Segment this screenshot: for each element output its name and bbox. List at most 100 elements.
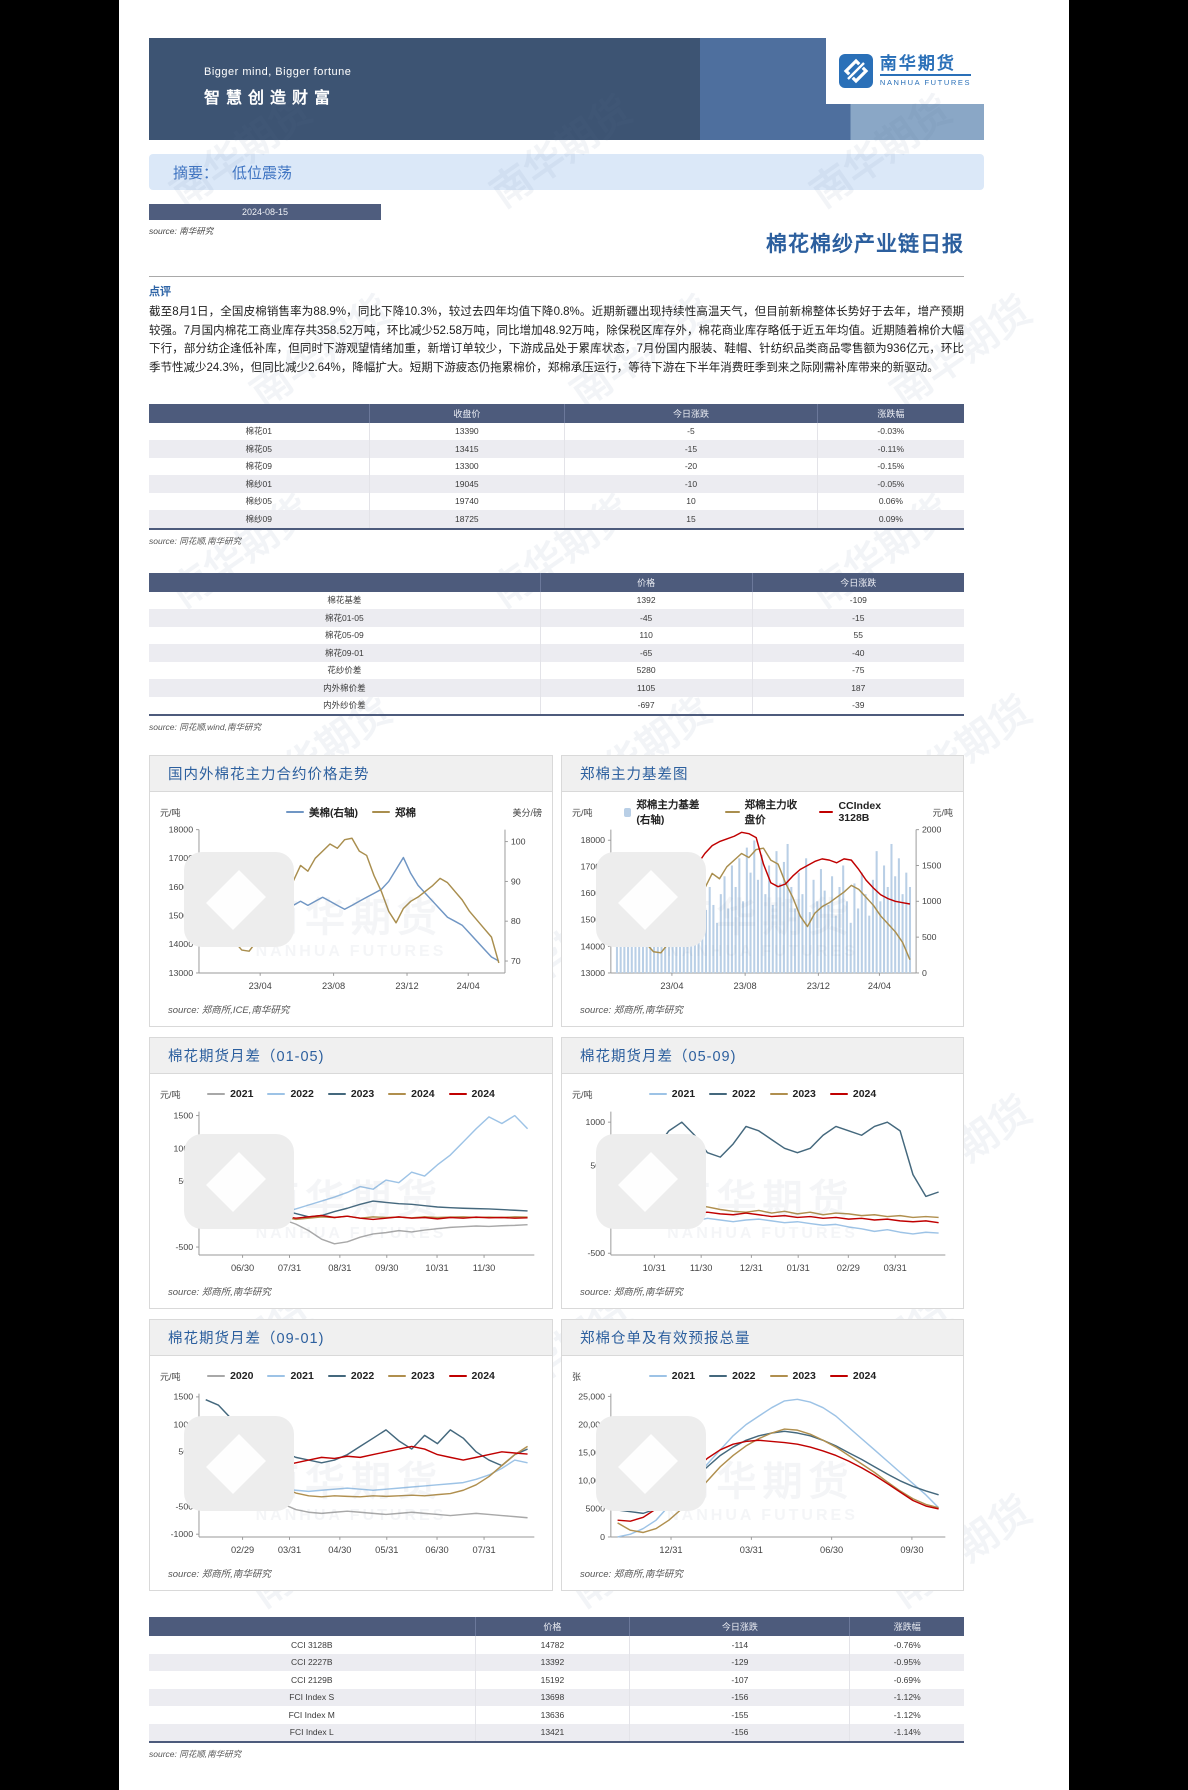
svg-text:08/31: 08/31 bbox=[328, 1263, 351, 1273]
svg-text:15,000: 15,000 bbox=[578, 1448, 605, 1458]
svg-text:09/30: 09/30 bbox=[900, 1545, 923, 1555]
table-cell: -0.95% bbox=[849, 1653, 964, 1671]
table-cell: -0.15% bbox=[877, 461, 905, 472]
svg-text:24/04: 24/04 bbox=[868, 981, 891, 991]
svg-text:0: 0 bbox=[922, 968, 927, 978]
table-cell: 13415 bbox=[369, 440, 566, 458]
legend-item: 2023 bbox=[327, 1088, 375, 1100]
legend-swatch bbox=[327, 1374, 346, 1378]
legend-item: 郑棉 bbox=[372, 805, 416, 820]
legend-item: 2023 bbox=[769, 1370, 816, 1382]
legend-label: 2022 bbox=[290, 1088, 314, 1100]
table-header-cell: 价格 bbox=[540, 572, 753, 592]
svg-text:-500: -500 bbox=[176, 1502, 194, 1512]
table-header-cell: 涨跌幅 bbox=[817, 403, 964, 423]
legend-item: 2021 bbox=[267, 1370, 314, 1382]
table-cell: 棉花基差 bbox=[149, 591, 541, 609]
table-header-cell: 价格 bbox=[475, 1617, 631, 1636]
legend-item: 2023 bbox=[769, 1088, 816, 1100]
svg-text:06/30: 06/30 bbox=[820, 1545, 843, 1555]
legend-label: 2022 bbox=[350, 1370, 375, 1382]
legend-item: 2024 bbox=[829, 1370, 876, 1382]
table-cell: 13300 bbox=[369, 457, 566, 475]
table-row: 棉花05-09 110 55 bbox=[149, 626, 964, 644]
legend-label: 2023 bbox=[350, 1088, 375, 1100]
table-cell: 13390 bbox=[369, 422, 566, 440]
table-cell: 19045 bbox=[369, 475, 566, 493]
table-cell: -15 bbox=[752, 609, 964, 627]
table-cell: 5280 bbox=[540, 661, 753, 679]
chart-legend: 2021 2022 2023 2024 bbox=[624, 1088, 901, 1100]
svg-text:1000: 1000 bbox=[174, 1419, 194, 1429]
svg-text:13000: 13000 bbox=[581, 968, 606, 978]
legend-label: 郑棉 bbox=[395, 806, 416, 819]
svg-text:2000: 2000 bbox=[922, 825, 942, 835]
legend-swatch bbox=[372, 810, 390, 814]
legend-label: 郑棉主力基差(右轴) bbox=[636, 799, 700, 826]
table-row: 棉纱09 18725 15 0.09% bbox=[149, 510, 964, 529]
chart-logo-watermark bbox=[596, 1134, 706, 1229]
table-cell: 1105 bbox=[540, 679, 753, 697]
y-axis-unit: 元/吨 bbox=[160, 807, 181, 818]
header-banner: Bigger mind, Bigger fortune 智慧创造财富 南华期货 … bbox=[149, 38, 984, 140]
table-source: source: 同花顺,南华研究 bbox=[149, 535, 242, 546]
table-cell: 棉纱05 bbox=[149, 492, 370, 510]
logo-text-cn: 南华期货 bbox=[879, 54, 972, 77]
svg-text:03/31: 03/31 bbox=[278, 1545, 301, 1555]
svg-text:1000: 1000 bbox=[922, 896, 942, 906]
table-cell: -1.12% bbox=[893, 1709, 921, 1720]
chart-canvas: 南华期货 NANHUA FUTURES 元/吨 2021 2022 2023 2024 202… bbox=[150, 1074, 552, 1276]
table-row: 内外纱价差 -697 -39 bbox=[149, 696, 964, 715]
legend-item: 2021 bbox=[648, 1370, 695, 1382]
legend-swatch bbox=[829, 1374, 848, 1378]
legend-label: 2024 bbox=[471, 1370, 495, 1382]
table-row: 棉花01-05 -45 -15 bbox=[149, 609, 964, 627]
table-cell: FCI Index S bbox=[149, 1688, 476, 1706]
legend-swatch bbox=[829, 1092, 848, 1096]
table-header-cell: 今日涨跌 bbox=[752, 572, 964, 592]
svg-text:15000: 15000 bbox=[581, 915, 606, 925]
legend-swatch bbox=[267, 1374, 286, 1378]
legend-label: 2024 bbox=[471, 1088, 495, 1100]
svg-text:23/08: 23/08 bbox=[734, 981, 757, 991]
svg-text:03/31: 03/31 bbox=[740, 1545, 763, 1555]
cci-index-table: 价格 今日涨跌 涨跌幅 CCI 3128B 14782 -114 -0.76% CCI 222… bbox=[149, 1617, 964, 1743]
table-cell: 18725 bbox=[369, 510, 566, 529]
slogan-cn: 智慧创造财富 bbox=[204, 90, 337, 107]
svg-text:15000: 15000 bbox=[169, 911, 194, 921]
table-cell: FCI Index L bbox=[149, 1723, 476, 1742]
chart-month-spread-0105: 棉花期货月差（01-05) 南华期货 NANHUA FUTURES 元/吨 2021 2… bbox=[149, 1037, 553, 1309]
table-row: CCI 2227B 13392 -129 -0.95% bbox=[149, 1653, 964, 1671]
table-cell: -39 bbox=[852, 700, 865, 711]
chart-canvas: 南华期货 NANHUA FUTURES 元/吨 2021 2022 2023 2024 -50… bbox=[562, 1074, 963, 1276]
report-page: 南华期货 南华期货 南华期货 南华期货 南华期货 南华期货 南华期货 南华期货 南华期货 南华期货… bbox=[119, 0, 1069, 1790]
legend-label: 郑棉主力收盘价 bbox=[744, 799, 798, 826]
legend-item: 2022 bbox=[267, 1088, 314, 1100]
svg-text:18000: 18000 bbox=[581, 835, 606, 845]
svg-text:07/31: 07/31 bbox=[278, 1263, 301, 1273]
y-axis-unit: 元/吨 bbox=[160, 1371, 181, 1382]
table-header-cell bbox=[149, 1617, 476, 1636]
legend-item: 2023 bbox=[388, 1370, 435, 1382]
svg-text:17000: 17000 bbox=[169, 853, 194, 863]
svg-text:13000: 13000 bbox=[169, 968, 194, 978]
legend-item: 2024 bbox=[448, 1088, 495, 1100]
svg-text:10/31: 10/31 bbox=[425, 1263, 448, 1273]
report-table: 价格 今日涨跌 涨跌幅 CCI 3128B 14782 -114 -0.76% CCI 222… bbox=[149, 1617, 964, 1743]
futures-price-table: 收盘价 今日涨跌 涨跌幅 棉花01 13390 -5 -0.03% 棉花05 13415 -15-… bbox=[149, 403, 964, 530]
table-header-cell: 今日涨跌 bbox=[629, 1617, 851, 1636]
summary-value: 低位震荡 bbox=[232, 164, 293, 182]
table-cell: -114 bbox=[629, 1636, 851, 1654]
table-cell: -155 bbox=[629, 1706, 851, 1724]
table-cell: 10 bbox=[564, 492, 818, 510]
table-cell: 14782 bbox=[475, 1636, 631, 1654]
table-source: source: 同花顺,南华研究 bbox=[149, 1749, 242, 1759]
table-cell: CCI 2227B bbox=[149, 1653, 476, 1671]
legend-swatch bbox=[769, 1092, 788, 1096]
svg-text:90: 90 bbox=[511, 876, 521, 886]
legend-item: 2022 bbox=[327, 1370, 375, 1382]
table-cell: -109 bbox=[849, 595, 867, 606]
table-row: 内外棉价差 1105 187 bbox=[149, 679, 964, 697]
table-cell: -10 bbox=[564, 475, 818, 493]
